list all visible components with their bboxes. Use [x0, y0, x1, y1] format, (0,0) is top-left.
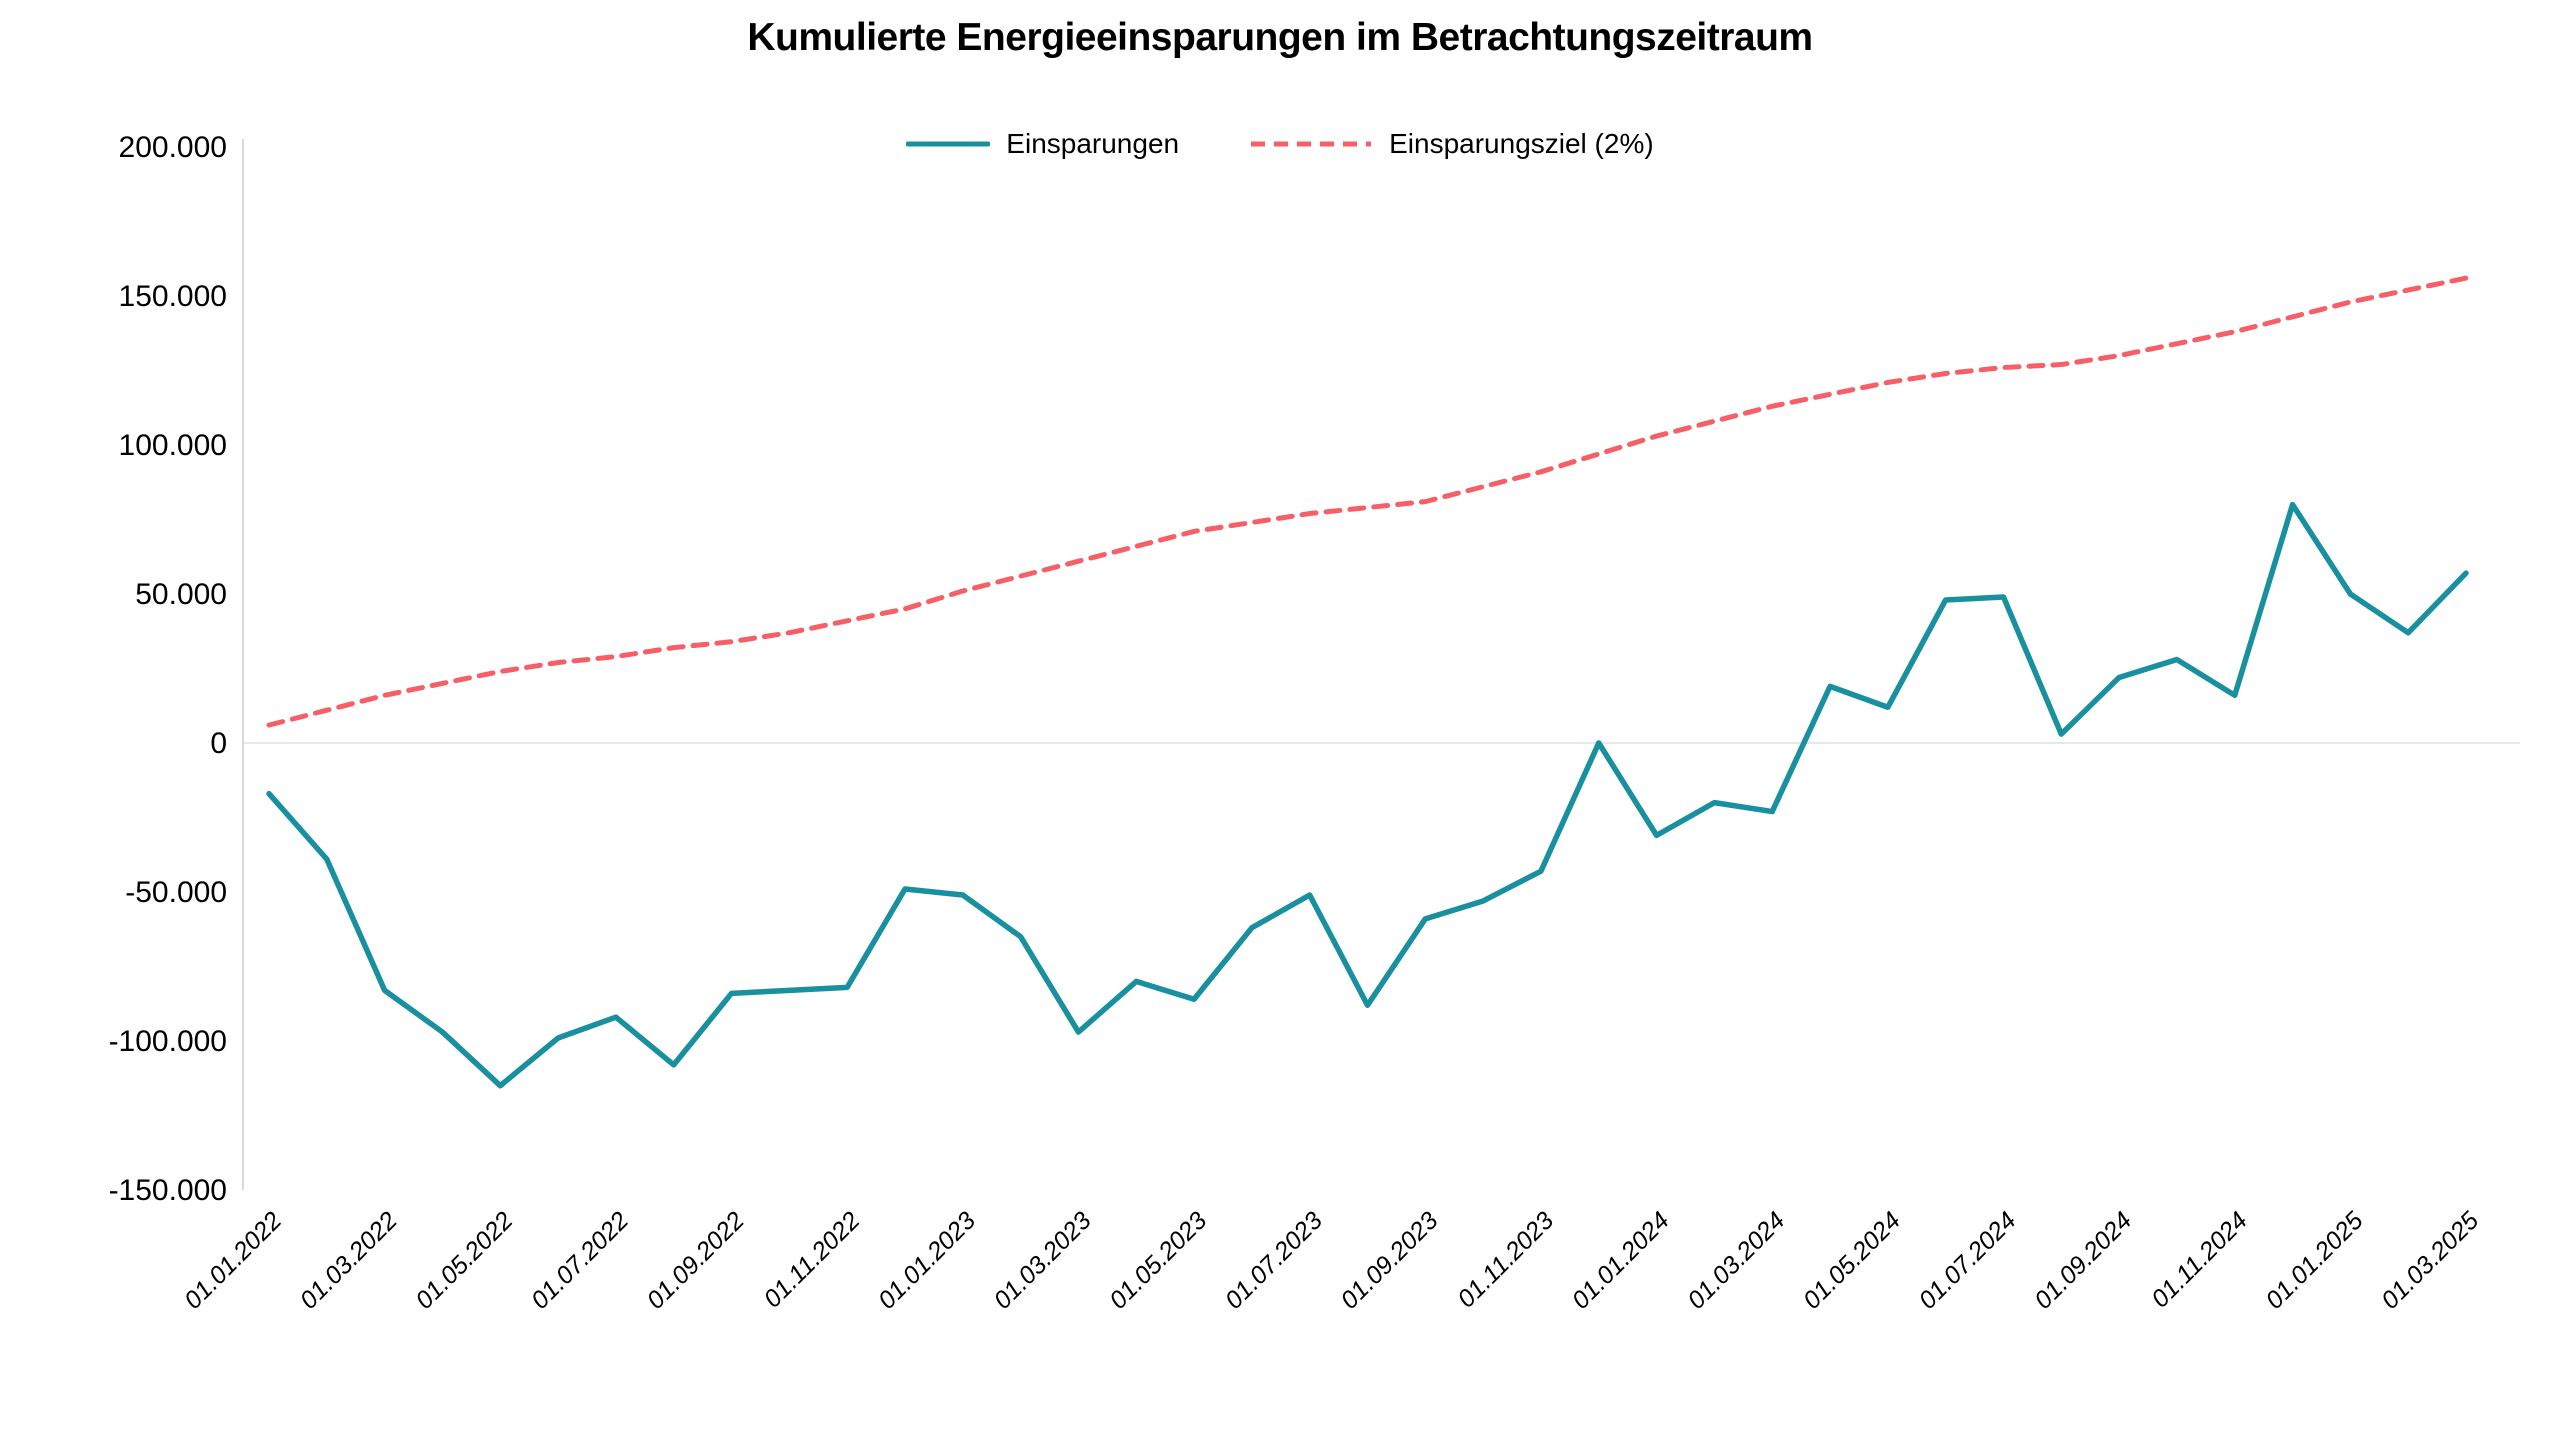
y-tick-label: -50.000: [125, 876, 227, 909]
legend-swatch-solid-line-icon: [906, 141, 991, 147]
legend-swatch-dashed-line-icon: [1251, 141, 1372, 147]
x-tick-label: 01.03.2024: [1682, 1206, 1790, 1314]
x-tick-label: 01.11.2022: [758, 1206, 865, 1313]
y-tick-label: 50.000: [135, 578, 227, 611]
x-tick-label: 01.03.2023: [988, 1206, 1096, 1314]
x-tick-label: 01.09.2023: [1335, 1206, 1443, 1314]
x-tick-label: 01.09.2022: [641, 1206, 749, 1314]
x-tick-label: 01.03.2025: [2376, 1206, 2484, 1314]
x-tick-label: 01.07.2024: [1913, 1206, 2021, 1314]
x-tick-label: 01.01.2023: [873, 1206, 981, 1314]
series-line-einsparungen: [266, 501, 2469, 1089]
y-tick-label: 0: [210, 727, 227, 760]
x-tick-label: 01.07.2022: [526, 1206, 634, 1314]
y-tick-label: -100.000: [109, 1025, 227, 1058]
chart-legend: Einsparungen Einsparungsziel (2%): [0, 128, 2560, 160]
y-tick-label: 150.000: [119, 280, 227, 313]
legend-item-einsparungen: Einsparungen: [906, 128, 1179, 160]
x-tick-label: 01.05.2022: [410, 1206, 518, 1314]
x-tick-label: 01.05.2023: [1104, 1206, 1212, 1314]
series-line-einsparungsziel-2: [266, 275, 2469, 728]
x-tick-label: 01.05.2024: [1798, 1206, 1906, 1314]
y-tick-label: 200.000: [119, 131, 227, 164]
legend-label-einsparungsziel: Einsparungsziel (2%): [1389, 128, 1654, 159]
x-tick-label: 01.07.2023: [1220, 1206, 1328, 1314]
legend-label-einsparungen: Einsparungen: [1006, 128, 1180, 159]
x-tick-label: 01.11.2024: [2146, 1206, 2253, 1313]
x-tick-label: 01.11.2023: [1452, 1206, 1559, 1313]
x-tick-label: 01.03.2022: [295, 1206, 403, 1314]
x-tick-label: 01.01.2024: [1567, 1206, 1675, 1314]
x-tick-label: 01.01.2025: [2260, 1206, 2368, 1314]
legend-item-einsparungsziel: Einsparungsziel (2%): [1249, 128, 1654, 160]
x-tick-label: 01.01.2022: [179, 1206, 287, 1314]
y-tick-label: 100.000: [119, 429, 227, 462]
x-tick-label: 01.09.2024: [2029, 1206, 2137, 1314]
chart-title: Kumulierte Energieeinsparungen im Betrac…: [747, 16, 1813, 59]
y-tick-label: -150.000: [109, 1174, 227, 1207]
